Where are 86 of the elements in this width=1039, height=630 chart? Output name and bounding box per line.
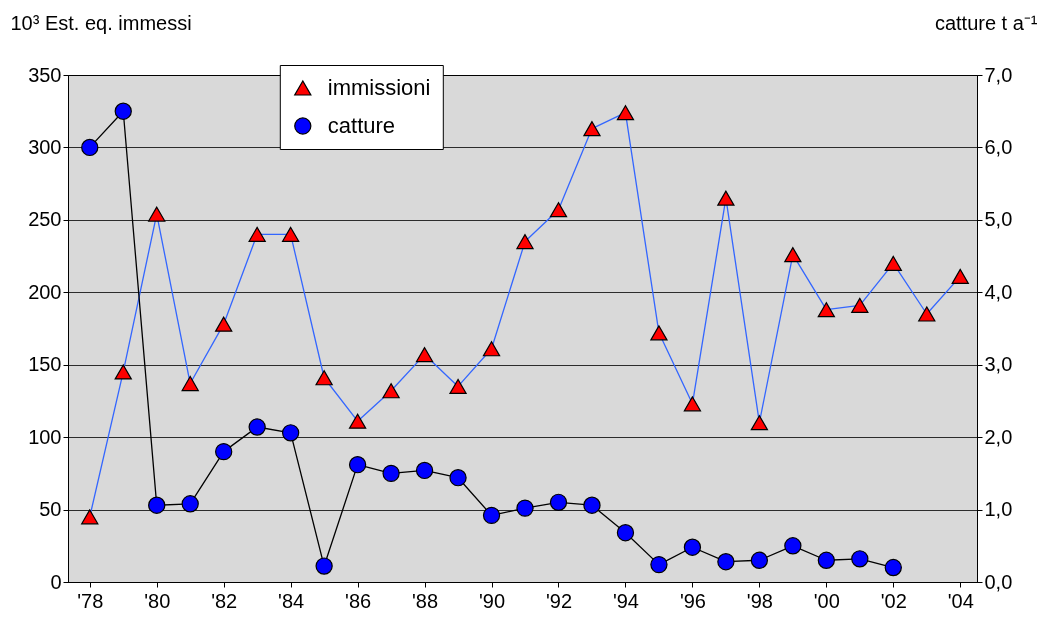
point [516, 234, 534, 250]
y-tick-label: 350 [28, 63, 62, 86]
point [951, 268, 969, 284]
x-tick-label: '82 [211, 589, 238, 612]
y2-tick-label: 2,0 [984, 425, 1013, 448]
point [583, 496, 601, 514]
y2-tick-label: 6,0 [984, 135, 1013, 158]
point [918, 306, 936, 322]
point [717, 553, 735, 571]
y2-tick-label: 3,0 [984, 353, 1013, 376]
point [650, 325, 668, 341]
y-tick-label: 150 [28, 353, 62, 376]
point [449, 378, 467, 395]
point [382, 464, 400, 482]
point [215, 442, 233, 461]
x-tick-label: '78 [77, 589, 104, 612]
y2-tick-label: 4,0 [984, 280, 1013, 303]
x-tick-label: '88 [412, 589, 439, 612]
y2-tick-label: 0,0 [984, 570, 1013, 593]
point [616, 524, 635, 542]
x-tick-label: '86 [345, 589, 372, 612]
y-axis-title: 10³ Est. eq. immessi [10, 11, 192, 34]
x-tick-label: '84 [278, 589, 305, 612]
x-tick-label: '98 [746, 589, 773, 612]
point [851, 550, 869, 568]
y-tick-label: 200 [28, 280, 62, 303]
point [884, 558, 902, 577]
point [784, 537, 802, 555]
point [315, 370, 333, 386]
point [348, 413, 367, 429]
x-tick-label: '02 [880, 589, 907, 612]
point [449, 469, 467, 487]
point [516, 499, 534, 517]
point [148, 206, 166, 222]
point [884, 255, 902, 271]
point [81, 509, 99, 525]
point [181, 495, 199, 513]
point [281, 226, 300, 242]
point [750, 551, 769, 569]
point [382, 383, 400, 399]
point [248, 418, 266, 436]
point [650, 555, 668, 574]
legend-label: catture [327, 113, 396, 138]
point [851, 297, 869, 313]
y-tick-label: 250 [28, 208, 62, 231]
point [583, 121, 601, 137]
x-tick-label: '94 [612, 589, 639, 612]
point [482, 506, 501, 525]
point [81, 138, 99, 157]
y-tick-label: 300 [28, 135, 62, 158]
point [549, 493, 568, 511]
point [181, 375, 199, 392]
point [683, 538, 702, 556]
x-tick-label: '92 [545, 589, 573, 612]
point [148, 496, 166, 514]
x-tick-label: '04 [947, 589, 974, 612]
point [817, 302, 835, 318]
point [415, 346, 434, 363]
point [315, 557, 333, 575]
point [114, 102, 132, 120]
y2-tick-label: 7,0 [984, 63, 1013, 86]
y2-tick-label: 5,0 [984, 208, 1013, 231]
point [683, 396, 702, 412]
point [549, 202, 568, 218]
y-tick-label: 0 [50, 570, 62, 593]
point [281, 424, 300, 442]
x-tick-label: '80 [144, 589, 171, 612]
x-tick-label: '90 [478, 589, 506, 612]
point [415, 461, 434, 480]
point [616, 105, 635, 121]
point [817, 551, 835, 569]
point [750, 415, 769, 431]
point [114, 364, 132, 380]
point [248, 226, 266, 242]
point [348, 456, 367, 474]
x-tick-label: '96 [679, 589, 706, 612]
y-tick-label: 100 [28, 425, 62, 448]
y2-tick-label: 1,0 [984, 498, 1013, 521]
point [215, 316, 233, 332]
point [717, 190, 735, 206]
legend-label: immissioni [327, 75, 431, 100]
y2-axis-title: catture t a⁻¹ [934, 11, 1038, 34]
point [482, 341, 501, 357]
y-tick-label: 50 [39, 498, 62, 521]
x-tick-label: '00 [813, 589, 840, 612]
point [784, 247, 802, 263]
